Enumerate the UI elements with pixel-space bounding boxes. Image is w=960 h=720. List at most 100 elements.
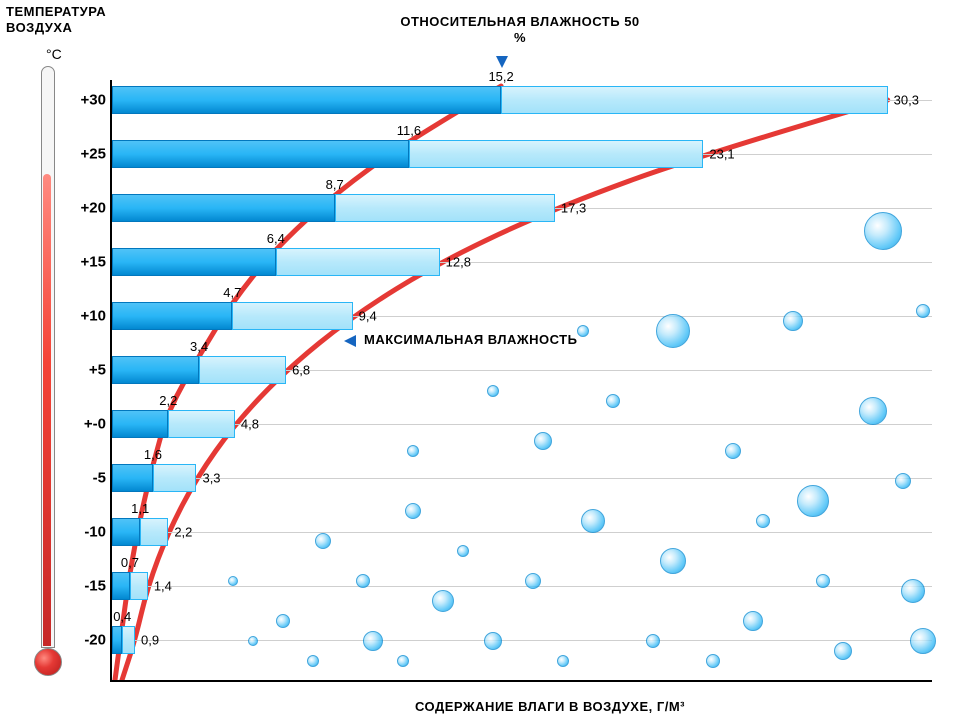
water-drop-icon (910, 628, 936, 654)
value-label-max: 4,8 (241, 417, 259, 432)
bar-50-percent (112, 356, 199, 384)
water-drop-icon (315, 533, 331, 549)
value-label-half: 15,2 (488, 69, 513, 84)
water-drop-icon (895, 473, 911, 489)
water-drop-icon (487, 385, 499, 397)
y-axis-title: ТЕМПЕРАТУРА ВОЗДУХА (6, 4, 146, 35)
value-label-half: 1,6 (144, 447, 162, 462)
value-label-half: 2,2 (159, 393, 177, 408)
water-drop-icon (706, 654, 720, 668)
value-label-max: 3,3 (202, 471, 220, 486)
y-tick-label: -15 (84, 578, 106, 595)
y-tick-label: -20 (84, 632, 106, 649)
y-tick-label: +20 (81, 200, 106, 217)
value-label-max: 0,9 (141, 633, 159, 648)
bar-100-percent (232, 302, 352, 330)
water-drop-icon (864, 212, 902, 250)
water-drop-icon (457, 545, 469, 557)
gridline (112, 586, 932, 587)
water-drop-icon (484, 632, 502, 650)
water-drop-icon (656, 314, 690, 348)
bar-100-percent (122, 626, 135, 654)
y-tick-label: +-0 (84, 416, 106, 433)
water-drop-icon (432, 590, 454, 612)
y-tick-label: +15 (81, 254, 106, 271)
water-drop-icon (307, 655, 319, 667)
water-drop-icon (834, 642, 852, 660)
chart-subtitle: ОТНОСИТЕЛЬНАЯ ВЛАЖНОСТЬ 50 % (400, 14, 640, 45)
value-label-max: 9,4 (359, 309, 377, 324)
water-drop-icon (276, 614, 290, 628)
water-drop-icon (407, 445, 419, 457)
bar-50-percent (112, 464, 153, 492)
y-tick-label: +5 (89, 362, 106, 379)
water-drop-icon (816, 574, 830, 588)
value-label-half: 1,1 (131, 501, 149, 516)
water-drop-icon (397, 655, 409, 667)
bar-50-percent (112, 626, 122, 654)
bar-100-percent (501, 86, 888, 114)
bar-50-percent (112, 194, 335, 222)
y-tick-label: +30 (81, 92, 106, 109)
value-label-max: 17,3 (561, 201, 586, 216)
water-drop-icon (646, 634, 660, 648)
value-label-half: 8,7 (326, 177, 344, 192)
bar-50-percent (112, 248, 276, 276)
thermometer (34, 66, 60, 686)
thermometer-fill (43, 174, 51, 646)
bar-50-percent (112, 140, 409, 168)
water-drop-icon (783, 311, 803, 331)
value-label-half: 3,4 (190, 339, 208, 354)
bar-50-percent (112, 572, 130, 600)
bar-100-percent (140, 518, 168, 546)
unit-label: °C (46, 46, 62, 62)
water-drop-icon (660, 548, 686, 574)
y-tick-label: +10 (81, 308, 106, 325)
bar-50-percent (112, 86, 501, 114)
value-label-half: 11,6 (397, 123, 421, 138)
y-tick-label: -10 (84, 524, 106, 541)
water-drop-icon (743, 611, 763, 631)
water-drop-icon (363, 631, 383, 651)
bar-50-percent (112, 518, 140, 546)
bar-100-percent (199, 356, 286, 384)
water-drop-icon (725, 443, 741, 459)
plot-area: МАКСИМАЛЬНАЯ ВЛАЖНОСТЬ +3015,230,3+2511,… (110, 80, 932, 682)
water-drop-icon (577, 325, 589, 337)
water-drop-icon (756, 514, 770, 528)
curve-100-percent (122, 100, 888, 680)
bar-50-percent (112, 302, 232, 330)
water-drop-icon (534, 432, 552, 450)
x-axis-title: СОДЕРЖАНИЕ ВЛАГИ В ВОЗДУХЕ, Г/М³ (300, 699, 800, 714)
water-drop-icon (606, 394, 620, 408)
water-drop-icon (859, 397, 887, 425)
water-drop-icon (581, 509, 605, 533)
value-label-max: 1,4 (154, 579, 172, 594)
gridline (112, 640, 932, 641)
value-label-max: 6,8 (292, 363, 310, 378)
bar-100-percent (409, 140, 703, 168)
bar-50-percent (112, 410, 168, 438)
water-drop-icon (901, 579, 925, 603)
value-label-half: 4,7 (223, 285, 241, 300)
bar-100-percent (130, 572, 148, 600)
gridline (112, 424, 932, 425)
gridline (112, 478, 932, 479)
value-label-half: 0,7 (121, 555, 139, 570)
bar-100-percent (335, 194, 555, 222)
bar-100-percent (276, 248, 440, 276)
water-drop-icon (248, 636, 258, 646)
value-label-max: 12,8 (446, 255, 471, 270)
water-drop-icon (228, 576, 238, 586)
water-drop-icon (405, 503, 421, 519)
value-label-half: 6,4 (267, 231, 285, 246)
water-drop-icon (557, 655, 569, 667)
thermometer-bulb (34, 648, 62, 676)
arrow-down-icon (496, 56, 508, 68)
gridline (112, 532, 932, 533)
y-tick-label: +25 (81, 146, 106, 163)
value-label-half: 0,4 (113, 609, 131, 624)
value-label-max: 23,1 (709, 147, 734, 162)
water-drop-icon (525, 573, 541, 589)
value-label-max: 30,3 (894, 93, 919, 108)
